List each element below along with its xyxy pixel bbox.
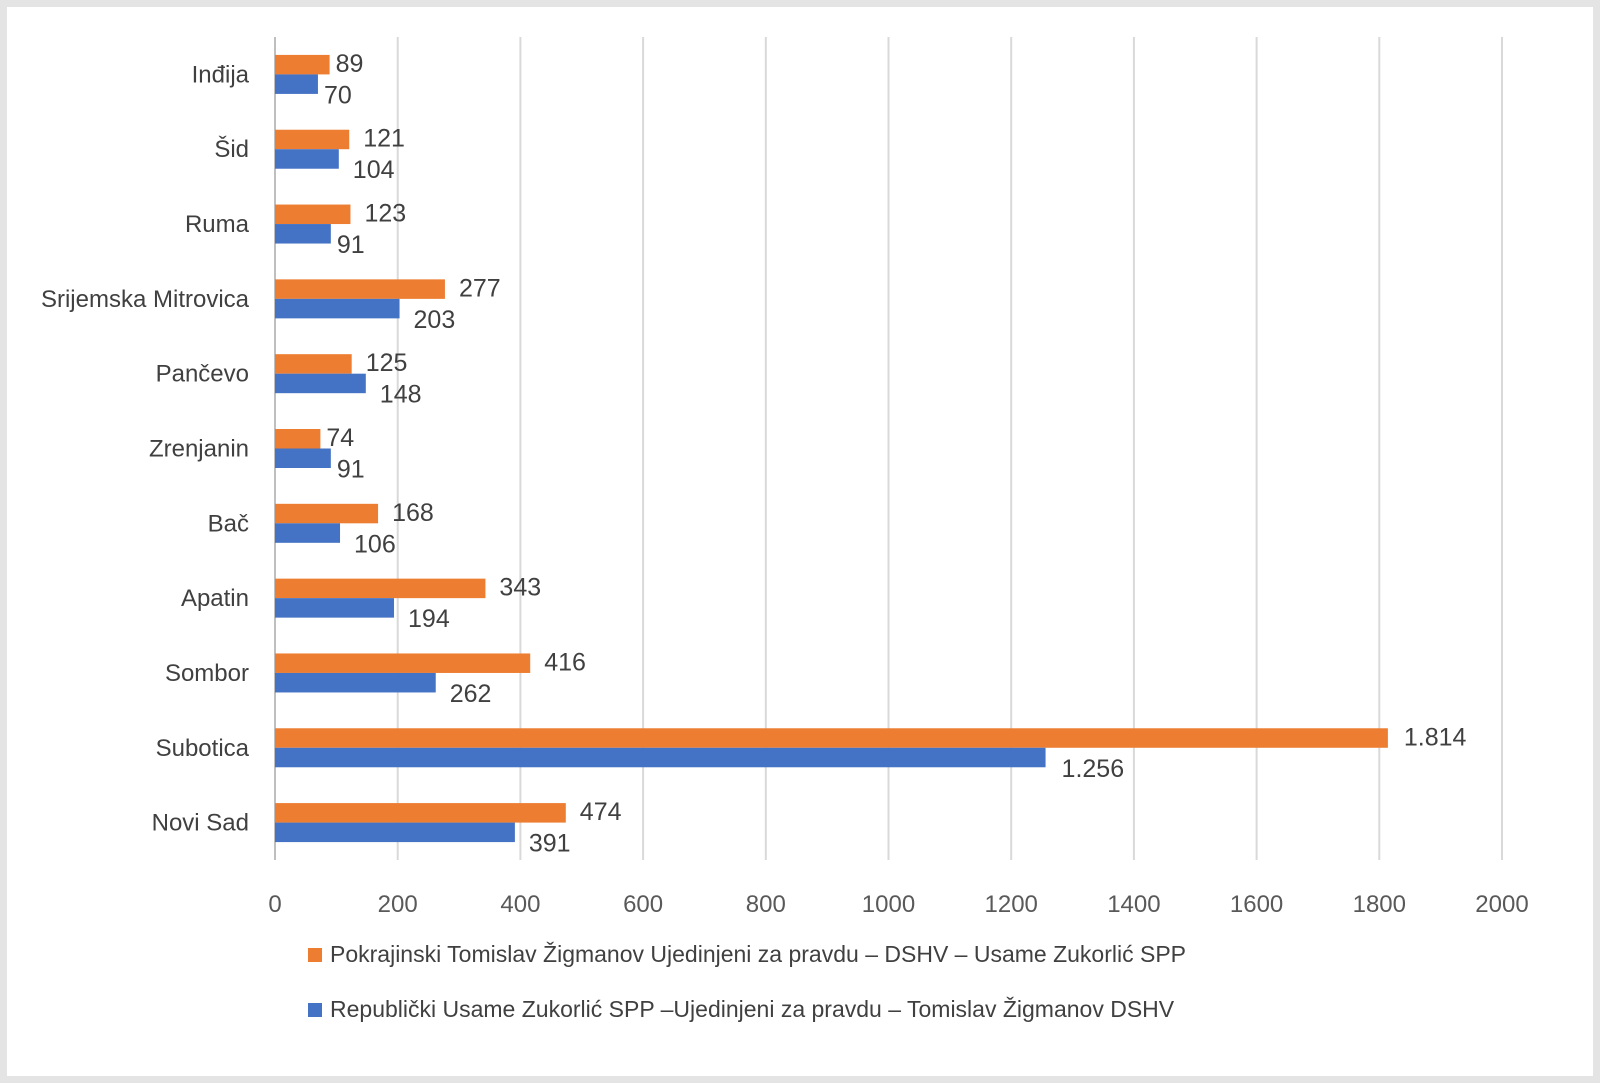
bar-pokrajinski [275,279,445,299]
x-tick-label: 1000 [862,891,915,918]
data-label: 91 [337,456,365,484]
category-label: Zrenjanin [149,436,249,463]
legend-label: Pokrajinski Tomislav Žigmanov Ujedinjeni… [330,941,1186,967]
data-label: 104 [353,156,395,184]
legend-swatch [308,948,322,962]
x-tick-label: 400 [500,891,540,918]
bar-republicki [275,149,339,169]
bar-pokrajinski [275,354,352,374]
category-label: Novi Sad [152,810,249,837]
x-tick-label: 1200 [985,891,1038,918]
data-label: 391 [529,830,571,858]
data-label: 106 [354,530,396,558]
x-tick-label: 200 [378,891,418,918]
data-label: 168 [392,499,434,527]
category-label: Pančevo [156,361,249,388]
category-label: Apatin [181,585,249,612]
category-label: Sombor [165,660,249,687]
bar-republicki [275,448,331,468]
data-label: 123 [364,200,406,228]
x-tick-label: 1800 [1353,891,1406,918]
data-label: 416 [544,648,586,676]
category-label: Inđija [192,61,250,88]
x-tick-label: 1600 [1230,891,1283,918]
data-label: 148 [380,381,422,409]
data-label: 91 [337,231,365,259]
bar-pokrajinski [275,429,321,449]
data-label: 1.256 [1062,755,1125,783]
bar-republicki [275,598,395,618]
data-label: 277 [459,274,501,302]
category-label: Subotica [156,735,250,762]
data-label: 343 [499,574,541,602]
bar-pokrajinski [275,129,350,150]
category-label: Bač [208,510,249,537]
data-label: 89 [336,50,364,78]
x-tick-label: 2000 [1475,891,1528,918]
bar-republicki [275,672,436,693]
bar-republicki [275,224,331,244]
bar-pokrajinski [275,653,531,673]
bar-pokrajinski [275,503,379,524]
bar-republicki [275,822,515,843]
x-tick-label: 0 [268,891,281,918]
bar-republicki [275,298,400,319]
bar-pokrajinski [275,204,351,225]
bar-pokrajinski [275,54,330,75]
data-label: 194 [408,605,450,633]
bar-pokrajinski [275,728,1388,748]
bar-republicki [275,373,366,394]
data-label: 1.814 [1404,723,1467,751]
x-tick-label: 600 [623,891,663,918]
bar-pokrajinski [275,578,486,599]
data-label: 70 [324,81,352,109]
legend-label: Republički Usame Zukorlić SPP –Ujedinjen… [330,996,1175,1022]
legend-swatch [308,1003,322,1017]
data-label: 121 [363,125,405,153]
x-tick-label: 1400 [1107,891,1160,918]
x-tick-label: 800 [746,891,786,918]
bar-republicki [275,523,341,543]
horizontal-bar-chart: 0 200 400 600 800 1000 1200 1400 1600 1800 2000 Inđ… [41,37,1529,1022]
category-label: Ruma [185,211,250,238]
category-label: Šid [214,135,249,163]
bar-republicki [275,74,318,94]
chart-area: 0 200 400 600 800 1000 1200 1400 1600 1800 2000 Inđ… [7,7,1593,1076]
data-label: 262 [450,680,492,708]
category-label: Srijemska Mitrovica [41,286,250,313]
data-label: 125 [366,349,408,377]
bar-republicki [275,747,1046,768]
data-label: 74 [326,424,354,452]
data-label: 474 [580,798,622,826]
bar-pokrajinski [275,803,566,823]
data-label: 203 [414,306,456,334]
